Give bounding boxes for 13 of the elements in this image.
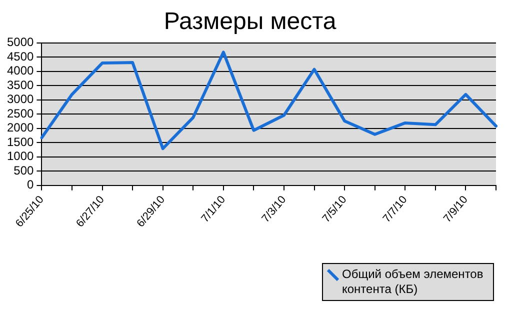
y-tick-label: 3000	[6, 92, 34, 106]
y-tick-label: 2500	[6, 106, 34, 120]
y-tick-label: 4000	[6, 64, 34, 78]
legend-label: Общий объем элементов контента (КБ)	[342, 267, 484, 297]
y-tick-label: 1500	[6, 134, 34, 149]
y-tick-label: 4500	[6, 49, 34, 64]
y-tick-label: 3500	[6, 78, 34, 92]
y-tick-label: 0	[27, 178, 34, 192]
y-tick-label: 1000	[6, 149, 34, 164]
y-tick-label: 500	[14, 163, 34, 178]
y-tick-label: 2000	[6, 120, 34, 135]
y-tick-label: 5000	[6, 35, 34, 50]
chart-title: Размеры места	[164, 8, 337, 36]
